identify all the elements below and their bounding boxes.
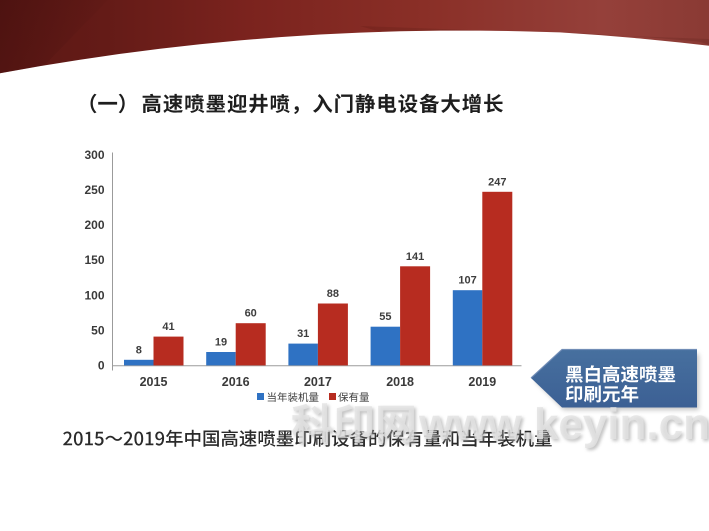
svg-text:55: 55 xyxy=(379,311,391,323)
svg-text:250: 250 xyxy=(84,183,104,197)
svg-text:0: 0 xyxy=(98,359,105,373)
svg-text:100: 100 xyxy=(84,288,104,302)
svg-text:300: 300 xyxy=(84,148,104,162)
svg-text:200: 200 xyxy=(84,218,104,232)
svg-text:60: 60 xyxy=(245,308,257,320)
svg-text:141: 141 xyxy=(406,251,424,263)
svg-text:88: 88 xyxy=(327,288,339,300)
svg-text:2015: 2015 xyxy=(140,375,168,389)
svg-text:2016: 2016 xyxy=(222,375,250,389)
svg-text:107: 107 xyxy=(458,275,476,287)
svg-text:50: 50 xyxy=(91,324,105,338)
svg-text:41: 41 xyxy=(162,321,174,333)
svg-text:2017: 2017 xyxy=(304,375,332,389)
svg-text:31: 31 xyxy=(297,328,309,340)
svg-text:150: 150 xyxy=(84,253,104,267)
svg-text:19: 19 xyxy=(215,337,227,349)
svg-text:2019: 2019 xyxy=(468,375,496,389)
svg-text:8: 8 xyxy=(136,344,142,356)
svg-text:2018: 2018 xyxy=(386,375,414,389)
svg-text:247: 247 xyxy=(488,176,506,188)
